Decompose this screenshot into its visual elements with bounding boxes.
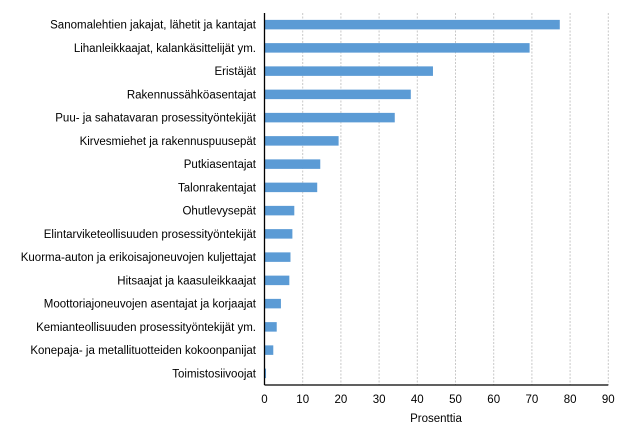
category-label: Moottoriajoneuvojen asentajat ja korjaaj… — [44, 299, 257, 311]
x-tick-label: 0 — [261, 394, 267, 406]
bar — [264, 345, 274, 355]
bar — [264, 252, 291, 262]
bar — [264, 89, 411, 100]
x-tick-label: 30 — [373, 394, 386, 406]
bar — [264, 322, 277, 332]
category-label: Hitsaajat ja kaasuleikkaajat — [117, 275, 257, 287]
bar — [264, 112, 395, 123]
bar — [264, 229, 293, 239]
category-label: Ohutlevysepät — [182, 206, 256, 218]
category-label: Kemianteollisuuden prosessityöntekijät y… — [36, 322, 256, 334]
bar — [264, 182, 318, 193]
category-label: Toimistosiivoojat — [172, 368, 257, 380]
bar — [264, 298, 281, 309]
bar — [264, 205, 295, 216]
category-label: Talonrakentajat — [178, 182, 257, 194]
x-tick-label: 10 — [296, 394, 309, 406]
x-tick-label: 90 — [602, 394, 615, 406]
x-tick-label: 60 — [487, 394, 500, 406]
category-label: Lihanleikkaajat, kalankäsittelijät ym. — [74, 43, 256, 55]
bar — [264, 19, 560, 30]
gridlines — [302, 13, 609, 385]
bar — [264, 275, 290, 286]
bar — [264, 159, 321, 169]
category-label: Puu- ja sahatavaran prosessityöntekijät — [55, 113, 257, 125]
x-tick-label: 20 — [335, 394, 348, 406]
category-label: Kuorma-auton ja erikoisajoneuvojen kulje… — [21, 252, 257, 264]
x-tick-labels: 0 10 20 30 40 50 60 70 80 90 — [261, 394, 614, 406]
x-tick-label: 70 — [526, 394, 539, 406]
bar — [264, 66, 433, 76]
category-labels: Sanomalehtien jakajat, lähetit ja kantaj… — [21, 20, 257, 381]
category-label: Putkiasentajat — [184, 159, 257, 171]
x-tick-label: 40 — [411, 394, 424, 406]
category-label: Elintarviketeollisuuden prosessityönteki… — [44, 229, 257, 241]
category-label: Eristäjät — [214, 66, 256, 78]
category-label: Rakennussähköasentajat — [127, 89, 257, 101]
category-label: Sanomalehtien jakajat, lähetit ja kantaj… — [50, 20, 257, 32]
bar — [264, 368, 267, 379]
x-axis-label: Prosenttia — [410, 413, 462, 425]
bars — [264, 19, 560, 379]
bar — [264, 136, 339, 146]
bar — [264, 43, 530, 53]
category-label: Konepaja- ja metallituotteiden kokoonpan… — [30, 345, 256, 357]
x-tick-label: 50 — [449, 394, 462, 406]
x-tick-label: 80 — [564, 394, 577, 406]
category-label: Kirvesmiehet ja rakennuspuusepät — [80, 136, 257, 148]
